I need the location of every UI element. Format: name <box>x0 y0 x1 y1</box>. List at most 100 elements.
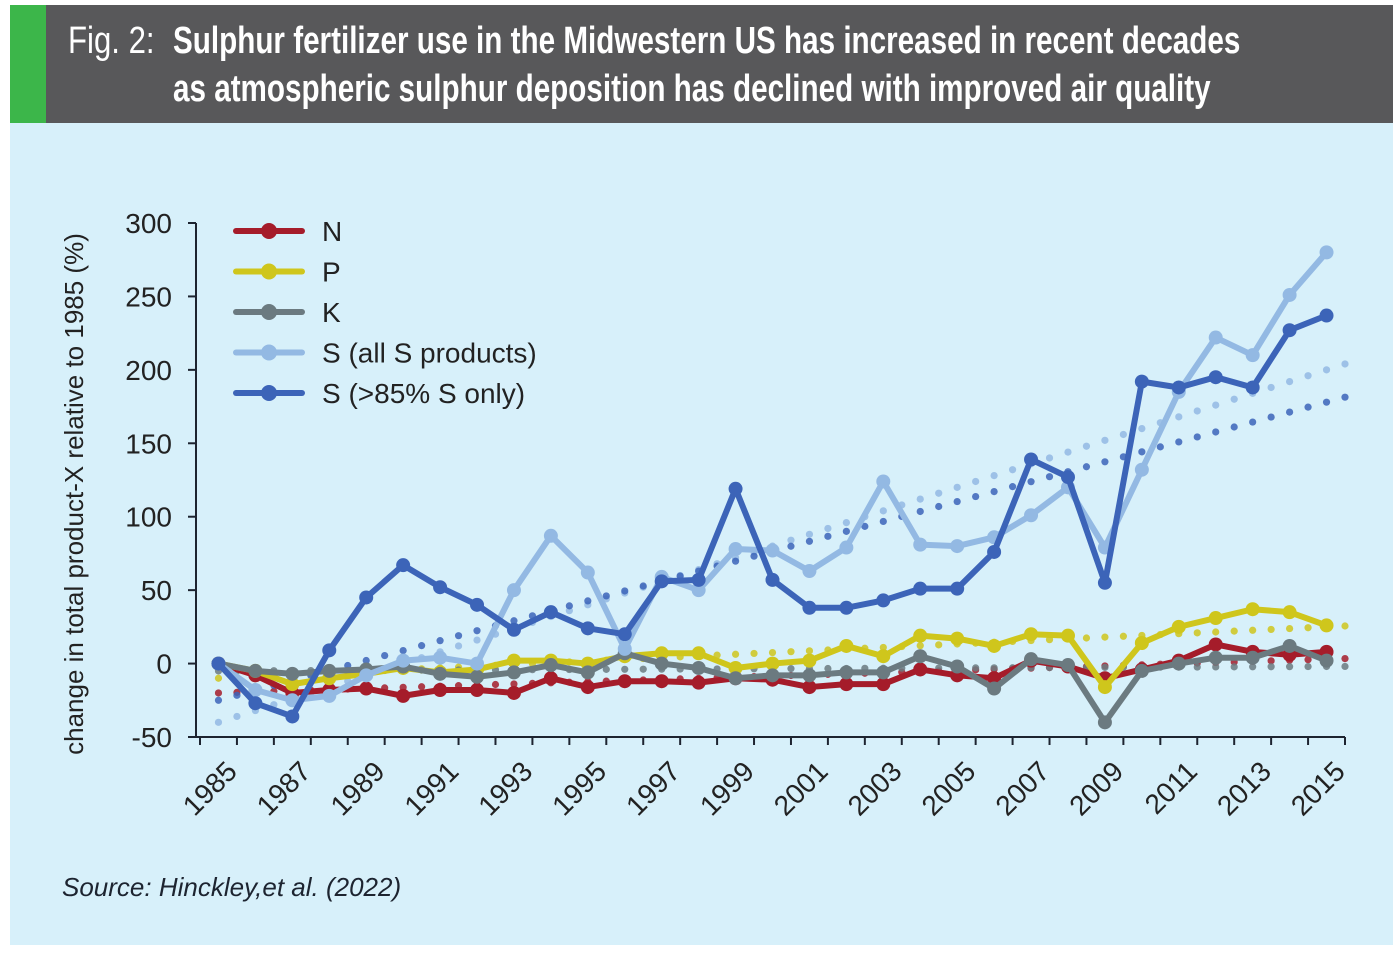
data-point <box>839 540 854 555</box>
data-point <box>1060 470 1075 485</box>
trend-dot <box>768 648 777 657</box>
data-point <box>765 668 780 683</box>
data-point <box>1319 308 1334 323</box>
trend-dot <box>879 507 887 515</box>
data-point <box>285 693 300 708</box>
data-point <box>1282 638 1297 653</box>
trend-dot <box>1008 483 1017 491</box>
data-point <box>396 653 411 668</box>
trend-dot <box>1341 622 1349 630</box>
trend-dot <box>436 637 444 645</box>
trend-dot <box>510 617 518 625</box>
trend-dot <box>1082 634 1091 642</box>
trend-dot <box>1230 627 1238 635</box>
trend-dot <box>1230 423 1238 431</box>
data-point <box>728 671 743 686</box>
source-note: Source: Hinckley,et al. (2022) <box>62 872 402 902</box>
trend-dot <box>418 683 426 691</box>
legend-label: P <box>322 257 341 288</box>
trend-dot <box>787 536 795 544</box>
legend-label: S (>85% S only) <box>322 378 525 409</box>
trend-dot <box>491 680 500 689</box>
trend-dot <box>381 651 389 660</box>
data-point <box>1024 627 1039 642</box>
data-point <box>839 677 854 692</box>
trend-dot <box>1341 662 1349 671</box>
trend-dot <box>1341 360 1349 368</box>
data-point <box>654 646 669 661</box>
chart-panel <box>10 123 1393 945</box>
data-point <box>1097 715 1112 730</box>
data-point <box>322 688 337 703</box>
trend-dot <box>842 518 850 527</box>
data-point <box>1171 656 1186 671</box>
data-point <box>913 628 928 643</box>
data-point <box>950 631 965 646</box>
trend-dot <box>1119 632 1127 640</box>
trend-dot <box>214 674 223 682</box>
data-point <box>802 680 817 695</box>
data-point <box>987 638 1002 653</box>
trend-dot <box>233 712 241 721</box>
x-tick-label: 1985 <box>177 755 243 821</box>
legend-item: N <box>233 216 342 247</box>
data-point <box>580 621 595 636</box>
legend-label: N <box>322 216 342 247</box>
data-point <box>1024 452 1039 467</box>
legend-item: K <box>233 297 341 328</box>
trend-dot <box>1101 436 1109 444</box>
trend-dot <box>972 664 980 672</box>
data-point <box>691 572 706 587</box>
trend-dot <box>1267 663 1275 671</box>
data-point <box>950 539 965 554</box>
data-point <box>1245 602 1260 617</box>
trend-dot <box>399 646 407 655</box>
y-tick-label: 150 <box>125 428 172 459</box>
data-point <box>913 581 928 596</box>
x-tick-label: 1995 <box>546 755 612 821</box>
data-point <box>876 665 891 680</box>
y-tick-label: 200 <box>125 355 172 386</box>
trend-dot <box>1193 433 1201 441</box>
data-point <box>322 643 337 658</box>
data-point <box>1134 374 1149 389</box>
data-point <box>1171 619 1186 634</box>
y-tick-label: 50 <box>141 575 172 606</box>
trend-dot <box>1193 629 1201 637</box>
data-point <box>543 658 558 673</box>
legend: NPK S (all S products) S (>85% S only) <box>233 216 537 409</box>
trend-dot <box>750 649 758 658</box>
series-s-all-s-products <box>211 245 1334 708</box>
data-point <box>1097 680 1112 695</box>
trend-dot <box>916 642 924 650</box>
data-point <box>396 688 411 703</box>
data-point <box>470 656 485 671</box>
trend-dot <box>362 656 370 665</box>
trend-dot <box>1101 458 1109 466</box>
x-tick-label: 2001 <box>768 755 834 821</box>
trend-dot <box>1267 413 1275 421</box>
trend-dot <box>214 696 223 704</box>
trend-dot <box>454 632 463 640</box>
data-point <box>506 622 521 637</box>
trend-dot <box>824 532 832 540</box>
y-tick-label: 0 <box>156 649 172 680</box>
x-tick-label: 2013 <box>1211 755 1277 821</box>
legend-label: S (all S products) <box>322 338 537 369</box>
data-point <box>433 580 448 595</box>
trend-dot <box>1285 663 1294 671</box>
trend-dot <box>1304 403 1312 411</box>
data-point <box>506 685 521 700</box>
trend-dot <box>639 582 647 590</box>
data-point <box>1319 653 1334 668</box>
trend-dot <box>233 691 241 699</box>
data-point <box>765 543 780 558</box>
data-point <box>1208 611 1223 626</box>
legend-swatch-marker <box>261 223 277 239</box>
trend-dot <box>787 542 795 550</box>
trend-dot <box>1322 398 1331 406</box>
data-point <box>1208 650 1223 665</box>
data-point <box>285 666 300 681</box>
x-tick-label: 1991 <box>398 755 464 821</box>
trend-dot <box>805 537 814 545</box>
